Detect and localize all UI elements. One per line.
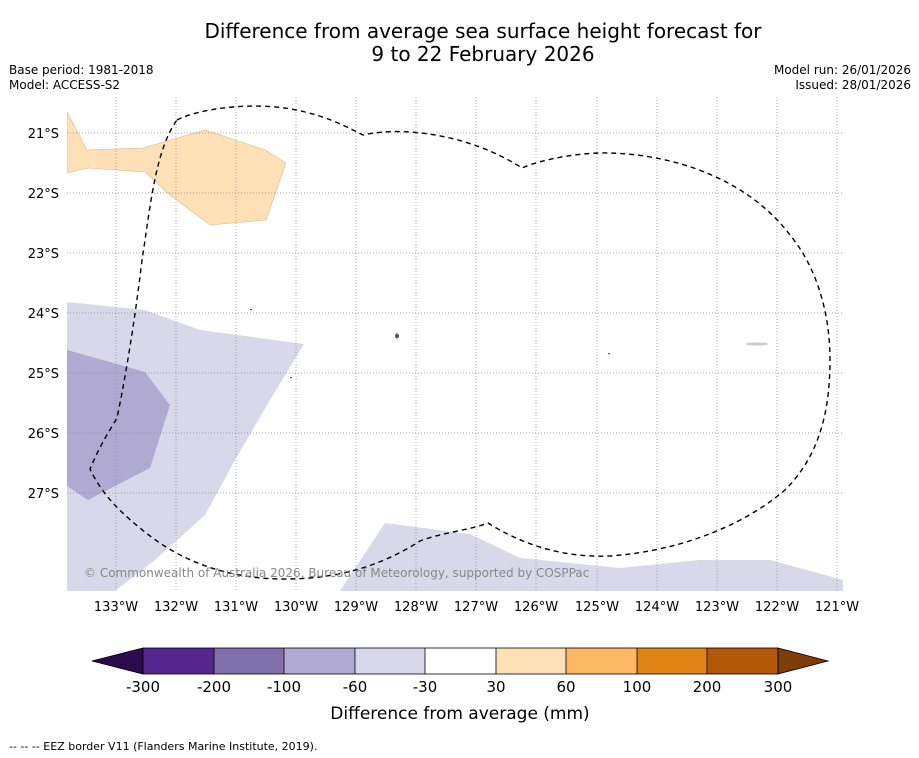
- island: [395, 333, 399, 339]
- colorbar-segment: [496, 648, 566, 674]
- lat-label: 22°S: [28, 187, 59, 202]
- lat-label: 26°S: [28, 427, 59, 442]
- colorbar: -300 -200 -100 -60 -30 30 60 100 200 300…: [91, 647, 830, 724]
- colorbar-tick: 200: [693, 678, 722, 696]
- colorbar-segment: [284, 648, 355, 674]
- island: [250, 309, 252, 311]
- lat-label: 27°S: [28, 487, 59, 502]
- lon-label: 130°W: [274, 600, 318, 615]
- lon-labels: 133°W 132°W 131°W 130°W 129°W 128°W 127°…: [94, 600, 859, 615]
- colorbar-title: Difference from average (mm): [330, 704, 589, 724]
- lat-label: 25°S: [28, 367, 59, 382]
- issued-date: Issued: 28/01/2026: [795, 78, 911, 92]
- grid-lines: [67, 97, 843, 591]
- base-period: Base period: 1981-2018: [9, 63, 154, 77]
- colorbar-frame: [142, 647, 779, 675]
- region-plus-30: [67, 111, 287, 226]
- colorbar-tick: -30: [413, 678, 438, 696]
- colorbar-segment: [707, 648, 778, 674]
- meta-left: Base period: 1981-2018 Model: ACCESS-S2: [9, 63, 154, 93]
- colorbar-tick: -100: [267, 678, 301, 696]
- colorbar-tick: 300: [764, 678, 793, 696]
- lon-label: 127°W: [454, 600, 498, 615]
- colorbar-segment: [355, 648, 425, 674]
- colorbar-dividers: [213, 648, 708, 674]
- lon-label: 124°W: [635, 600, 679, 615]
- colorbar-segment: [425, 648, 496, 674]
- island: [290, 377, 292, 379]
- map-title: Difference from average sea surface heig…: [0, 20, 919, 66]
- model-name: Model: ACCESS-S2: [9, 78, 121, 92]
- lon-label: 132°W: [154, 600, 198, 615]
- colorbar-tick: -60: [343, 678, 368, 696]
- lon-label: 128°W: [394, 600, 438, 615]
- lon-label: 123°W: [695, 600, 739, 615]
- meta-right: Model run: 26/01/2026 Issued: 28/01/2026: [774, 63, 911, 93]
- colorbar-tick: 100: [623, 678, 652, 696]
- region-minus-30-south: [340, 523, 843, 591]
- colorbar-tick: -300: [126, 678, 160, 696]
- lon-label: 131°W: [214, 600, 258, 615]
- lon-label: 133°W: [94, 600, 138, 615]
- lon-label: 126°W: [514, 600, 558, 615]
- copyright-credit: © Commonwealth of Australia 2026, Bureau…: [84, 566, 589, 580]
- lat-label: 21°S: [28, 127, 59, 142]
- lon-label: 129°W: [334, 600, 378, 615]
- colorbar-segment: [214, 648, 284, 674]
- eez-legend: -- -- -- EEZ border V11 (Flanders Marine…: [9, 740, 318, 753]
- lon-label: 122°W: [755, 600, 799, 615]
- colorbar-tick: 60: [556, 678, 575, 696]
- title-line-2: 9 to 22 February 2026: [371, 42, 595, 66]
- colorbar-tick: -200: [197, 678, 231, 696]
- lon-label: 125°W: [575, 600, 619, 615]
- island: [746, 342, 768, 346]
- model-run: Model run: 26/01/2026: [773, 63, 911, 77]
- colorbar-segment: [143, 648, 214, 674]
- lat-label: 24°S: [28, 307, 59, 322]
- lat-label: 23°S: [28, 247, 59, 262]
- title-line-1: Difference from average sea surface heig…: [204, 19, 762, 43]
- island: [608, 353, 610, 355]
- lat-labels: 21°S 22°S 23°S 24°S 25°S 26°S 27°S: [28, 127, 59, 502]
- colorbar-segment: [566, 648, 637, 674]
- map-area: © Commonwealth of Australia 2026, Bureau…: [67, 97, 843, 591]
- colorbar-tick: 30: [486, 678, 505, 696]
- colorbar-arrow-high: [777, 647, 830, 675]
- eez-border: [89, 105, 831, 580]
- colorbar-labels: -300 -200 -100 -60 -30 30 60 100 200 300: [126, 678, 792, 696]
- lon-label: 121°W: [815, 600, 859, 615]
- colorbar-arrow-low: [91, 647, 144, 675]
- colorbar-segment: [637, 648, 707, 674]
